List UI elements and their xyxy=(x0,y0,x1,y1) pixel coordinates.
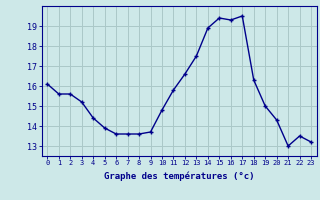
X-axis label: Graphe des températures (°c): Graphe des températures (°c) xyxy=(104,172,254,181)
